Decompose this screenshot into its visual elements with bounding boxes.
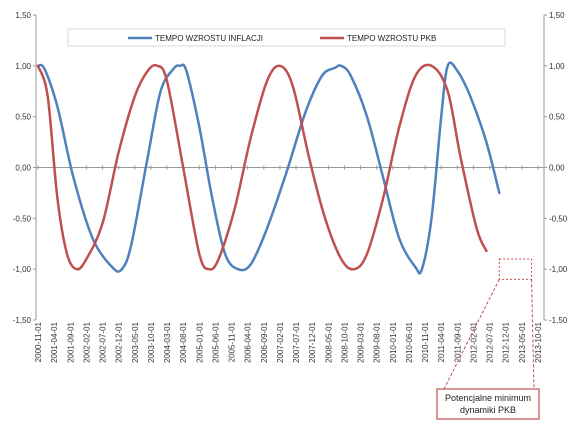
annotation-leader-right [531,279,535,390]
y-axis-left: 1,50 1,00 0,50 0,00 -0,50 -1,00 -1,50 [13,11,36,325]
y-tick-label-right: -0,50 [549,214,568,223]
y-axis-right: 1,50 1,00 0,50 0,00 -0,50 -1,00 -1,50 [544,11,568,325]
series-line-gdp [36,63,488,271]
x-tick-label: 2002-02-01 [82,321,91,362]
x-tick-label: 2007-07-01 [292,321,301,362]
x-tick-label: 2004-03-01 [163,321,172,362]
y-tick-label-right: -1,50 [549,316,568,325]
y-tick-label-left: 1,50 [15,11,31,20]
x-tick-label: 2001-09-01 [66,321,75,362]
y-tick-label-left: -1,00 [13,265,32,274]
x-tick-label: 2012-07-01 [486,321,495,362]
x-tick-label: 2006-09-01 [260,321,269,362]
legend-label-gdp: TEMPO WZROSTU PKB [347,34,436,43]
y-tick-label-left: 0,50 [15,113,31,122]
annotation-line-2: dynamiki PKB [460,405,516,415]
x-tick-label: 2002-07-01 [99,321,108,362]
y-tick-label-right: 1,00 [549,62,565,71]
x-tick-label: 2008-10-01 [340,321,349,362]
y-tick-label-right: 0,00 [549,164,565,173]
x-tick-label: 2011-04-01 [437,321,446,362]
series-layer [36,61,501,275]
annotation-box [436,388,540,420]
x-tick-label: 2009-03-01 [357,321,366,362]
x-tick-label: 2006-04-01 [244,321,253,362]
x-tick-label: 2008-05-01 [324,321,333,362]
y-tick-label-left: 0,00 [15,164,31,173]
x-tick-label: 2010-01-01 [389,321,398,362]
x-tick-label: 2001-04-01 [50,321,59,362]
annotation: Potencjalne minimum dynamiki PKB [436,258,540,420]
x-tick-label: 2003-10-01 [147,321,156,362]
x-tick-label: 2013-05-01 [518,321,527,362]
y-tick-label-right: 0,50 [549,113,565,122]
axes [35,15,545,320]
x-tick-label: 2005-01-01 [195,321,204,362]
x-tick-label: 2012-12-01 [502,321,511,362]
y-tick-label-left: -0,50 [13,214,32,223]
y-tick-label-right: -1,00 [549,265,568,274]
x-tick-label: 2007-02-01 [276,321,285,362]
x-tick-label: 2003-05-01 [131,321,140,362]
x-tick-label: 2000-11-01 [34,321,43,362]
legend-label-inflation: TEMPO WZROSTU INFLACJI [155,34,263,43]
x-tick-label: 2010-11-01 [421,321,430,362]
annotation-highlight-box [498,258,533,280]
x-tick-label: 2007-12-01 [308,321,317,362]
y-tick-label-left: -1,50 [13,316,32,325]
annotation-line-1: Potencjalne minimum [445,393,531,403]
x-tick-label: 2005-11-01 [228,321,237,362]
annotation-leader-left [443,279,500,390]
x-axis: 2000-11-01 2001-04-01 2001-09-01 2002-02-01… [34,165,543,363]
x-tick-label: 2010-06-01 [405,321,414,362]
x-tick-label: 2009-08-01 [373,321,382,362]
x-tick-label: 2012-02-01 [469,321,478,362]
x-tick-label: 2005-06-01 [211,321,220,362]
series-line-inflation [36,61,501,275]
x-tick-label: 2002-12-01 [115,321,124,362]
x-tick-label: 2013-10-01 [534,321,543,362]
x-tick-label: 2011-09-01 [453,321,462,362]
y-tick-label-right: 1,50 [549,11,565,20]
legend: TEMPO WZROSTU INFLACJI TEMPO WZROSTU PKB [67,28,506,47]
legend-box [67,28,506,47]
x-tick-label: 2004-08-01 [179,321,188,362]
y-tick-label-left: 1,00 [15,62,31,71]
